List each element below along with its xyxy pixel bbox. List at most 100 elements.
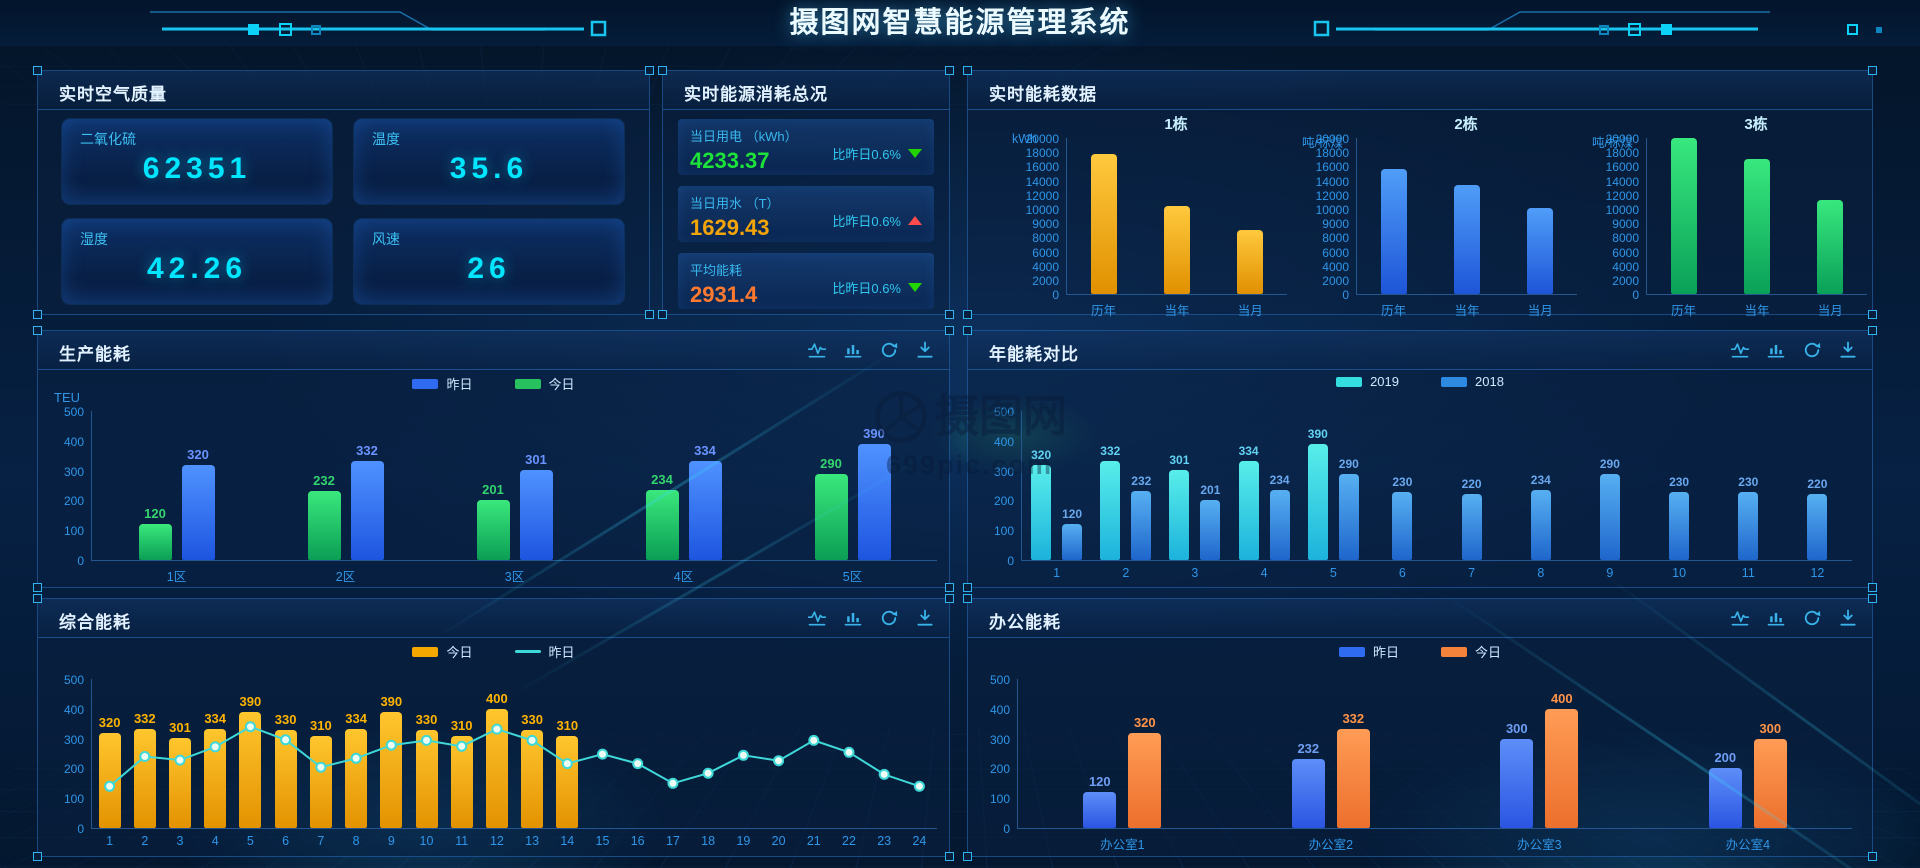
bar-昨日 (350, 461, 384, 560)
download-icon[interactable] (915, 608, 935, 628)
legend-label: 今日 (1475, 645, 1502, 660)
y-axis-tick: 10000 (1315, 202, 1349, 217)
x-axis-label: 1 (1053, 566, 1061, 580)
y-axis-tick: 4000 (1612, 259, 1639, 274)
x-axis-label: 3 (176, 834, 184, 848)
y-axis-unit: TEU (54, 390, 80, 405)
download-icon[interactable] (915, 340, 935, 360)
bar-value-label: 290 (820, 455, 842, 471)
bar-value-label: 334 (694, 442, 716, 458)
bar-chart-icon[interactable] (1766, 340, 1786, 360)
bar-2018 (1461, 494, 1482, 560)
y-axis-tick: 16000 (1605, 160, 1639, 175)
bar-value-label: 310 (310, 717, 332, 733)
x-axis-label: 7 (317, 834, 325, 848)
header-decoration (150, 11, 1882, 37)
bar-昨日 (857, 443, 891, 560)
compare-yesterday: 比昨日0.6% (832, 211, 922, 230)
bar (1817, 200, 1844, 294)
legend-item-今日[interactable]: 今日 (514, 374, 575, 393)
y-axis-tick: 400 (989, 702, 1010, 717)
summary-rows: 当日用电 （kWh） 4233.37 比昨日0.6% 当日用水 （T） 1629.43 比… (663, 110, 949, 318)
download-icon[interactable] (1838, 608, 1858, 628)
bar-value-label: 390 (863, 425, 885, 441)
bar-chart-icon[interactable] (843, 340, 863, 360)
bar-value-label: 390 (380, 693, 403, 709)
refresh-icon[interactable] (879, 340, 899, 360)
bar-chart-icon[interactable] (1766, 608, 1786, 628)
legend-label: 今日 (446, 645, 473, 660)
y-axis-tick: 200 (993, 494, 1014, 509)
stat-value: 26 (467, 252, 511, 285)
bar-2018 (1530, 490, 1551, 560)
y-axis-tick: 300 (993, 464, 1014, 479)
legend-item-2018[interactable]: 2018 (1441, 374, 1504, 389)
panel-energy-summary: 实时能源消耗总况 当日用电 （kWh） 4233.37 比昨日0.6% 当日用水 （T… (658, 66, 954, 319)
bar (1454, 184, 1480, 294)
bar (1527, 208, 1554, 294)
x-axis-label: 21 (806, 834, 821, 848)
compare-yesterday: 比昨日0.6% (832, 278, 922, 297)
bar-昨日 (181, 464, 215, 560)
legend-swatch (514, 378, 541, 389)
legend-item-昨日[interactable]: 昨日 (514, 642, 575, 661)
y-axis-tick: 2000 (1032, 273, 1059, 288)
y-axis-tick: 2000 (1322, 273, 1349, 288)
x-axis-label: 5 (1329, 566, 1337, 580)
bar-value-label: 201 (1200, 483, 1221, 498)
summary-label: 平均能耗 (690, 263, 743, 278)
panel-air-quality: 实时空气质量 二氧化硫 62351 温度 35.6 湿度 42.26 风速 26 (33, 66, 654, 319)
y-axis-tick: 8000 (1612, 231, 1639, 246)
y-axis-tick: 6000 (1322, 245, 1349, 260)
stat-label: 风速 (372, 231, 400, 247)
download-icon[interactable] (1838, 340, 1858, 360)
building2-chart: 2栋 吨/标煤 0 2000 4000 6000 8000 9000 10000 12000 1… (1292, 110, 1582, 318)
x-axis-label: 历年 (1671, 304, 1697, 318)
top-bar: 摄图网智慧能源管理系统 (0, 0, 1920, 46)
panel-toolbar (1730, 340, 1858, 360)
legend: 2019 2018 (968, 374, 1872, 389)
y-axis-tick: 12000 (1315, 188, 1349, 203)
bar-today (133, 729, 156, 828)
refresh-icon[interactable] (1802, 608, 1822, 628)
y-axis-unit: kWh (1012, 132, 1037, 146)
bar-2018 (1131, 490, 1152, 560)
bar-value-label: 120 (144, 506, 166, 522)
y-axis-tick: 0 (1052, 288, 1059, 302)
bar-chart-icon[interactable] (843, 608, 863, 628)
air-stat-card: 湿度 42.26 (62, 219, 332, 304)
bar-value-label: 400 (486, 690, 508, 706)
legend-item-2019[interactable]: 2019 (1336, 374, 1399, 389)
bar-today (169, 738, 191, 828)
pulse-line-icon[interactable] (1730, 340, 1750, 360)
legend-swatch (1441, 376, 1467, 387)
bar-value-label: 234 (1269, 473, 1290, 488)
panel-toolbar (807, 340, 935, 360)
refresh-icon[interactable] (879, 608, 899, 628)
refresh-icon[interactable] (1802, 340, 1822, 360)
legend-item-昨日[interactable]: 昨日 (1338, 642, 1399, 661)
bar-今日 (138, 524, 172, 560)
pulse-line-icon[interactable] (807, 340, 827, 360)
y-axis-tick: 4000 (1322, 259, 1349, 274)
summary-label: 当日用水 （T） (690, 196, 780, 211)
y-axis-tick: 14000 (1315, 174, 1349, 189)
trend-down-icon (908, 283, 922, 292)
y-axis-tick: 10000 (1605, 202, 1639, 217)
bar-value-label: 320 (1031, 447, 1052, 462)
bar-today (485, 708, 508, 828)
pulse-line-icon[interactable] (807, 608, 827, 628)
stat-value: 42.26 (146, 252, 248, 285)
legend-item-今日[interactable]: 今日 (1441, 642, 1501, 661)
summary-row: 当日用水 （T） 1629.43 比昨日0.6% (678, 186, 934, 242)
pulse-line-icon[interactable] (1730, 608, 1750, 628)
y-axis-tick: 0 (77, 822, 84, 836)
legend-item-今日[interactable]: 今日 (412, 642, 473, 661)
panel-header: 生产能耗 (38, 331, 949, 370)
bar-today (309, 735, 332, 828)
legend: 昨日 今日 (38, 374, 949, 393)
y-axis-tick: 10000 (1025, 202, 1059, 217)
panel-header: 实时能源消耗总况 (663, 71, 949, 110)
summary-value: 2931.4 (690, 282, 758, 307)
legend-item-昨日[interactable]: 昨日 (412, 374, 473, 393)
